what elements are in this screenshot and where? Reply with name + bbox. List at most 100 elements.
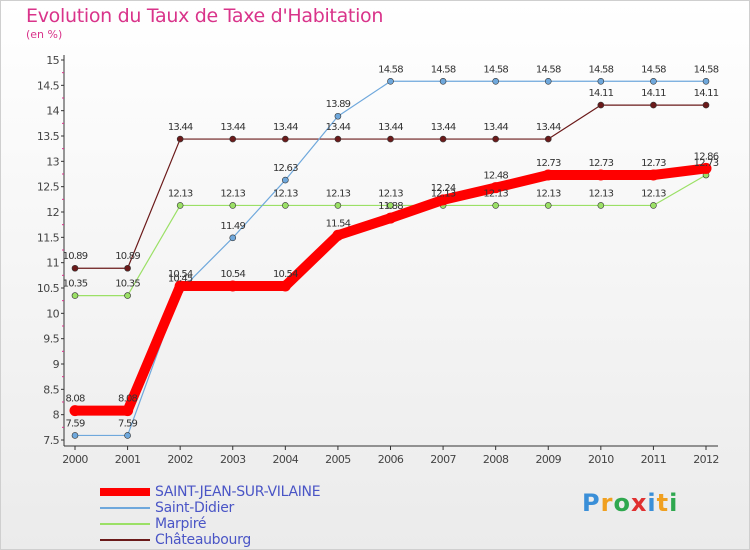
data-label: 12.73 — [589, 158, 614, 169]
logo-letter: t — [656, 489, 670, 517]
data-label: 12.13 — [483, 188, 508, 199]
logo-letter: r — [600, 489, 614, 517]
proxiti-logo: Proxiti — [582, 489, 678, 517]
legend-label: Marpiré — [155, 516, 207, 532]
x-tick-label: 2010 — [588, 453, 614, 466]
legend-label: Saint-Didier — [155, 500, 234, 516]
data-point — [542, 169, 554, 181]
data-label: 13.44 — [378, 122, 403, 133]
data-point — [229, 234, 237, 242]
data-point — [387, 77, 394, 85]
data-label: 14.58 — [589, 64, 614, 75]
data-point — [282, 135, 289, 143]
data-point — [229, 135, 237, 143]
x-tick-label: 2000 — [62, 453, 88, 466]
data-label: 12.86 — [694, 151, 719, 162]
legend-item: Châteaubourg — [100, 532, 360, 548]
data-label: 14.58 — [694, 64, 719, 75]
data-point — [439, 135, 447, 143]
x-tick-label: 2011 — [641, 453, 667, 466]
data-label: 13.44 — [168, 122, 193, 133]
data-point — [385, 212, 396, 224]
data-label: 12.13 — [273, 188, 298, 199]
data-point — [124, 292, 131, 299]
x-tick-label: 2005 — [325, 453, 351, 466]
data-point — [334, 202, 342, 209]
legend-swatch — [100, 523, 150, 525]
data-point — [124, 264, 131, 272]
data-point — [71, 264, 79, 272]
legend-label: Châteaubourg — [155, 532, 251, 548]
y-tick-label: 7.5 — [43, 434, 59, 447]
data-point — [650, 202, 657, 209]
data-label: 13.44 — [483, 122, 508, 133]
data-label: 13.44 — [536, 122, 561, 133]
y-tick-label: 11 — [46, 257, 59, 270]
y-tick-label: 10.5 — [37, 282, 60, 295]
data-label: 13.44 — [220, 122, 245, 133]
y-axis-unit: (en %) — [26, 28, 63, 41]
data-point — [69, 405, 81, 417]
series-line-saint-didier — [75, 80, 706, 437]
data-label: 12.48 — [483, 171, 508, 182]
data-point — [124, 432, 131, 439]
data-point — [387, 135, 394, 143]
data-point — [71, 292, 79, 299]
data-label: 11.54 — [326, 218, 351, 229]
data-point — [492, 77, 499, 85]
data-point — [439, 77, 447, 85]
data-point — [492, 135, 499, 143]
x-tick-label: 2008 — [483, 453, 509, 466]
y-tick-label: 14.5 — [37, 79, 60, 92]
y-tick-label: 9.5 — [43, 333, 59, 346]
chart-title: Evolution du Taux de Taxe d'Habitation — [26, 5, 384, 27]
data-label: 7.59 — [65, 418, 85, 429]
y-tick-label: 8 — [53, 409, 60, 422]
data-point — [595, 169, 607, 181]
data-label: 14.58 — [378, 64, 403, 75]
data-label: 8.08 — [118, 394, 138, 405]
data-label: 14.58 — [641, 64, 666, 75]
legend-item: Saint-Didier — [100, 500, 360, 516]
data-label: 14.11 — [694, 88, 719, 99]
logo-letter: x — [630, 489, 648, 517]
data-label: 12.13 — [589, 188, 614, 199]
data-point — [176, 202, 184, 209]
y-tick-label: 10 — [46, 307, 59, 320]
data-label: 10.35 — [63, 279, 88, 290]
data-point — [647, 169, 659, 181]
data-point — [174, 280, 186, 292]
y-tick-label: 13.5 — [37, 130, 60, 143]
data-label: 13.44 — [273, 122, 298, 133]
series-layer — [69, 77, 712, 439]
legend-label: SAINT-JEAN-SUR-VILAINE — [155, 484, 321, 500]
data-point — [387, 202, 394, 209]
x-tick-label: 2003 — [220, 453, 246, 466]
legend: SAINT-JEAN-SUR-VILAINE Saint-Didier Marpir… — [100, 484, 360, 548]
data-label: 10.35 — [115, 279, 140, 290]
legend-swatch — [100, 488, 150, 496]
data-label: 12.24 — [431, 183, 456, 194]
y-tick-label: 14 — [46, 105, 59, 118]
data-point — [279, 280, 291, 292]
data-labels-layer: 10.89 10.89 13.44 13.44 13.44 13.44 13.44 13.44… — [63, 64, 720, 429]
data-label: 12.13 — [431, 188, 456, 199]
data-point — [702, 101, 710, 109]
logo-letter: i — [669, 489, 679, 517]
data-label: 12.63 — [273, 163, 298, 174]
data-label: 8.08 — [65, 394, 85, 405]
x-tick-label: 2002 — [167, 453, 193, 466]
data-point — [702, 77, 710, 85]
x-tick-label: 2004 — [273, 453, 299, 466]
y-tick-label: 11.5 — [37, 231, 60, 244]
data-label: 7.59 — [118, 418, 138, 429]
data-label: 12.73 — [536, 158, 561, 169]
data-point — [597, 77, 605, 85]
logo-letter: P — [582, 489, 601, 517]
logo-letter: o — [613, 489, 631, 517]
x-tick-label: 2006 — [378, 453, 404, 466]
data-label: 10.45 — [168, 274, 193, 285]
data-point — [437, 194, 449, 206]
y-tick-label: 9 — [53, 358, 60, 371]
